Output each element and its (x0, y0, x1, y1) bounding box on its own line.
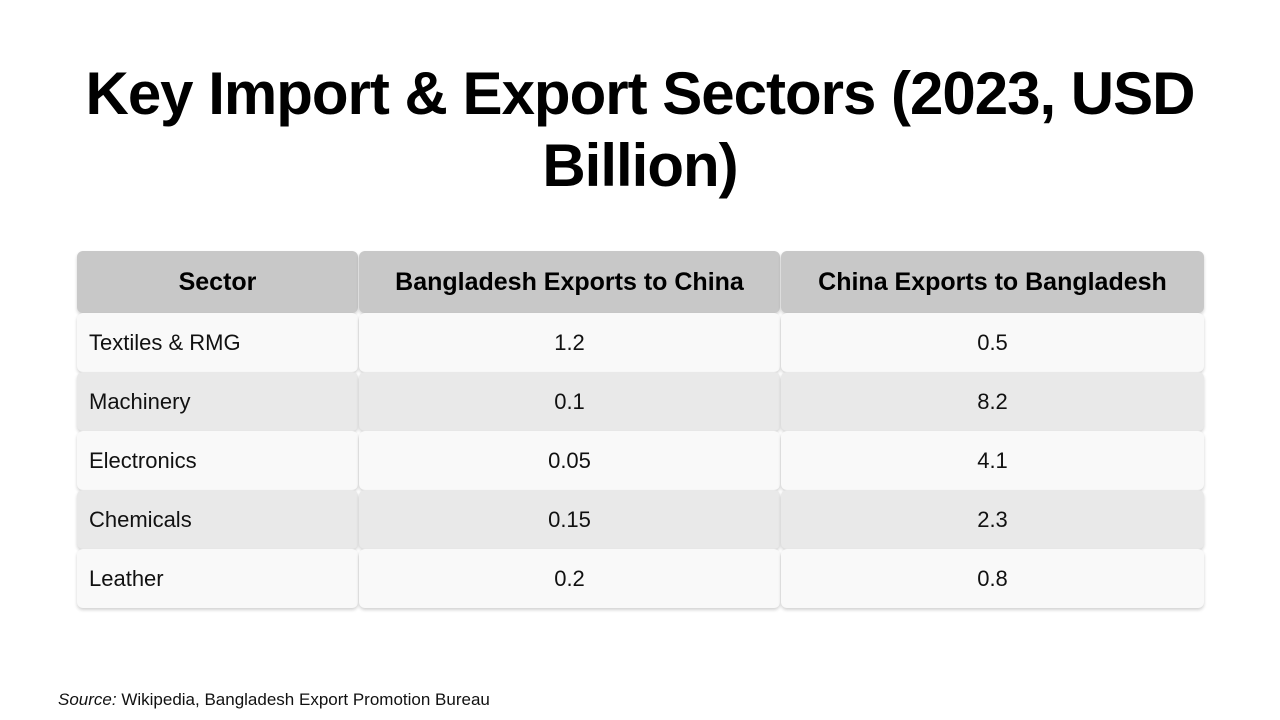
china-exports-cell: 4.1 (781, 431, 1204, 490)
bangladesh-exports-cell: 0.1 (359, 372, 780, 431)
header-bangladesh-exports: Bangladesh Exports to China (359, 251, 780, 313)
sector-cell: Chemicals (77, 490, 358, 549)
sector-cell: Leather (77, 549, 358, 608)
header-sector: Sector (77, 251, 358, 313)
table-row: Textiles & RMG 1.2 0.5 (77, 313, 1204, 372)
bangladesh-exports-cell: 0.15 (359, 490, 780, 549)
sector-cell: Electronics (77, 431, 358, 490)
source-label: Source: (58, 690, 117, 709)
china-exports-cell: 0.5 (781, 313, 1204, 372)
china-exports-cell: 0.8 (781, 549, 1204, 608)
sector-cell: Textiles & RMG (77, 313, 358, 372)
header-china-exports: China Exports to Bangladesh (781, 251, 1204, 313)
china-exports-cell: 8.2 (781, 372, 1204, 431)
table-header-row: Sector Bangladesh Exports to China China… (77, 251, 1204, 313)
bangladesh-exports-cell: 1.2 (359, 313, 780, 372)
table-row: Leather 0.2 0.8 (77, 549, 1204, 608)
sectors-table: Sector Bangladesh Exports to China China… (77, 251, 1204, 608)
sector-cell: Machinery (77, 372, 358, 431)
table-row: Electronics 0.05 4.1 (77, 431, 1204, 490)
table-row: Chemicals 0.15 2.3 (77, 490, 1204, 549)
source-note: Source: Wikipedia, Bangladesh Export Pro… (58, 690, 490, 710)
source-text: Wikipedia, Bangladesh Export Promotion B… (116, 690, 490, 709)
bangladesh-exports-cell: 0.2 (359, 549, 780, 608)
bangladesh-exports-cell: 0.05 (359, 431, 780, 490)
table-row: Machinery 0.1 8.2 (77, 372, 1204, 431)
china-exports-cell: 2.3 (781, 490, 1204, 549)
page-title: Key Import & Export Sectors (2023, USD B… (85, 60, 1195, 199)
